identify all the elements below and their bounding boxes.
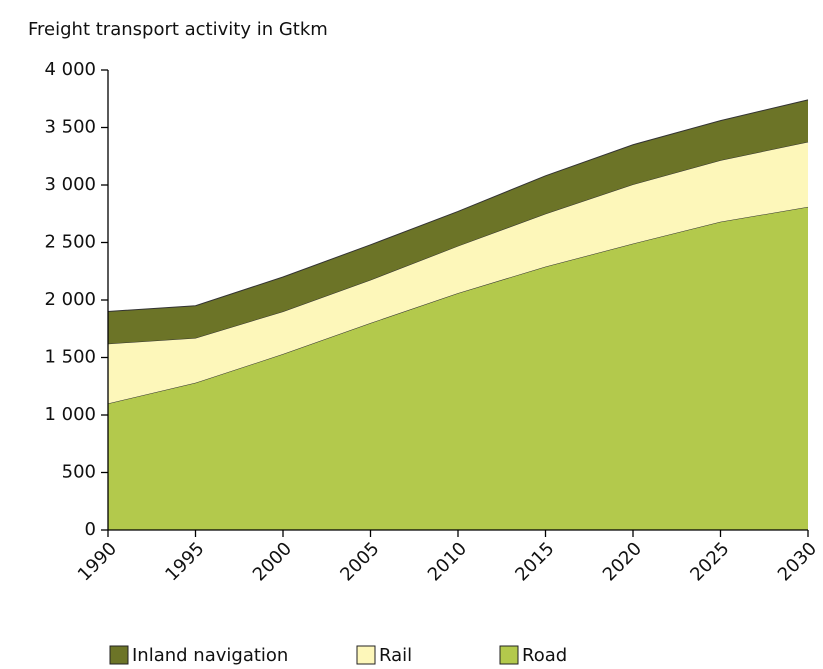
y-tick-label: 2 500 <box>44 232 96 253</box>
x-tick-label: 1995 <box>161 538 208 585</box>
y-tick-label: 3 000 <box>44 174 96 195</box>
legend-swatch <box>499 645 519 665</box>
x-tick-label: 2020 <box>599 538 646 585</box>
x-tick-label: 2000 <box>249 538 296 585</box>
chart-title: Freight transport activity in Gtkm <box>28 19 328 40</box>
area-fill <box>108 99 808 344</box>
area-fill <box>108 141 808 404</box>
y-tick-label: 500 <box>62 462 96 483</box>
y-tick-label: 0 <box>85 519 96 540</box>
x-tick-label: 2015 <box>511 538 558 585</box>
x-tick-label: 2030 <box>774 538 821 585</box>
x-tick-label: 2025 <box>686 538 733 585</box>
y-tick-label: 2 000 <box>44 289 96 310</box>
y-tick-label: 3 500 <box>44 117 96 138</box>
legend-label: Rail <box>379 645 412 666</box>
legend-label: Road <box>522 645 567 666</box>
y-tick-label: 1 500 <box>44 347 96 368</box>
legend-swatch <box>109 645 129 665</box>
y-tick-label: 1 000 <box>44 404 96 425</box>
x-tick-label: 2005 <box>336 538 383 585</box>
legend-label: Inland navigation <box>132 645 288 666</box>
y-tick-label: 4 000 <box>44 59 96 80</box>
area-edge <box>107 99 809 312</box>
x-tick-label: 1990 <box>74 538 121 585</box>
area-fill <box>108 206 808 530</box>
legend-swatch <box>356 645 376 665</box>
x-tick-label: 2010 <box>424 538 471 585</box>
